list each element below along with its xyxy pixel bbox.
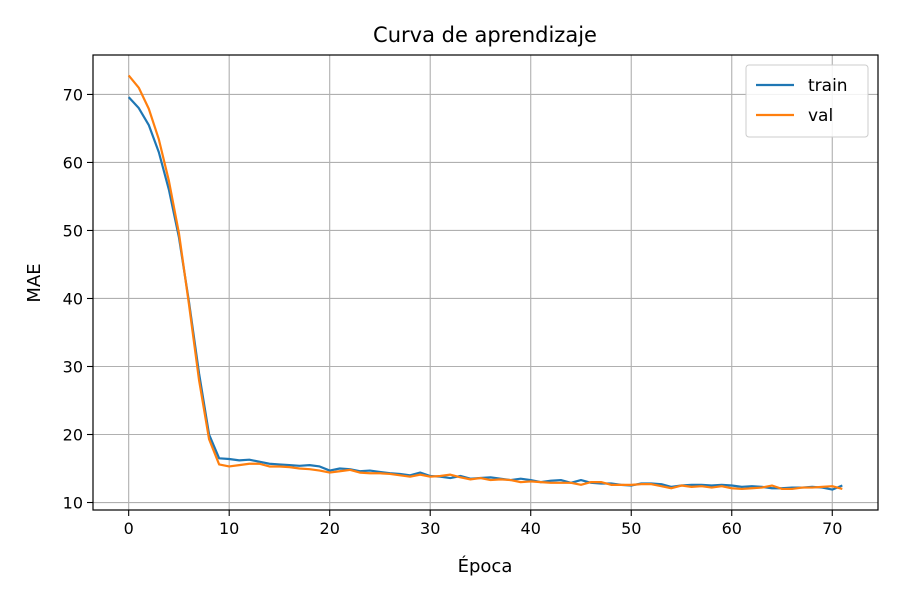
y-axis-label: MAE: [24, 263, 45, 302]
x-tick-label: 60: [722, 519, 742, 538]
x-tick-label: 40: [521, 519, 541, 538]
series-layer: [127, 74, 843, 491]
x-tick-label: 30: [420, 519, 440, 538]
x-tick-label: 50: [621, 519, 641, 538]
tick-layer: 0 10 20 30 40 50 60 70 10 20 30 40 50 60 70: [63, 85, 843, 538]
x-tick-label: 10: [219, 519, 239, 538]
x-tick-label: 20: [320, 519, 340, 538]
series-line-val: [127, 74, 843, 491]
legend-label-train: train: [808, 76, 848, 96]
legend: train val: [745, 64, 869, 138]
legend-label-val: val: [808, 106, 833, 126]
y-tick-label: 10: [63, 494, 83, 513]
x-tick-label: 70: [822, 519, 842, 538]
x-axis-label: Época: [458, 555, 513, 577]
legend-box: [745, 64, 869, 138]
x-tick-label: 0: [124, 519, 134, 538]
y-tick-label: 20: [63, 426, 83, 445]
series-line-train: [127, 96, 843, 491]
y-tick-label: 40: [63, 289, 83, 308]
y-tick-label: 60: [63, 153, 83, 172]
plot-frame: [92, 54, 879, 511]
chart-title: Curva de aprendizaje: [373, 23, 597, 47]
y-tick-label: 50: [63, 221, 83, 240]
y-tick-label: 30: [63, 357, 83, 376]
y-tick-label: 70: [63, 85, 83, 104]
